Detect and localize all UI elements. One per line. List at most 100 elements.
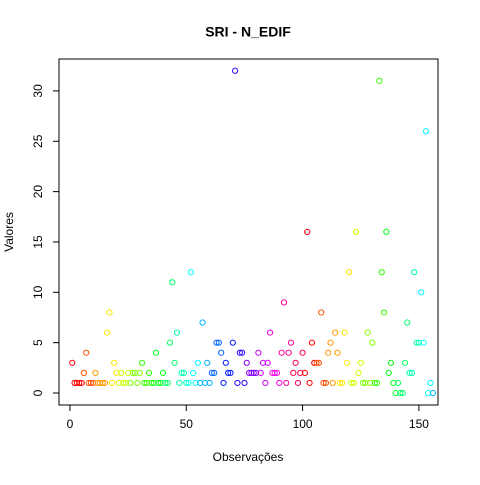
point	[366, 379, 374, 387]
point	[225, 369, 232, 376]
point	[73, 379, 81, 387]
point	[208, 369, 215, 376]
point	[315, 359, 322, 366]
point	[362, 379, 369, 387]
point	[411, 269, 418, 276]
point	[227, 369, 234, 376]
point	[218, 349, 225, 356]
point	[257, 369, 264, 376]
point	[148, 379, 155, 387]
point	[162, 379, 169, 387]
point	[87, 379, 94, 387]
point	[108, 379, 115, 387]
point	[206, 379, 213, 387]
point	[99, 379, 106, 387]
point	[278, 349, 285, 356]
point	[355, 369, 362, 376]
x-tick-label: 50	[180, 417, 194, 431]
point	[297, 369, 304, 376]
point	[157, 379, 164, 387]
point	[187, 269, 195, 276]
chart-title: SRI - N_EDIF	[205, 24, 291, 40]
point	[138, 359, 146, 366]
point	[185, 379, 192, 387]
point	[69, 359, 76, 366]
point	[122, 379, 129, 387]
y-tick-label: 0	[31, 389, 45, 396]
point	[213, 339, 220, 346]
point	[150, 379, 157, 387]
point	[229, 339, 236, 346]
y-tick-label: 25	[31, 134, 45, 148]
point	[280, 299, 288, 306]
point	[159, 369, 167, 376]
point	[350, 379, 357, 387]
point	[353, 228, 360, 235]
point	[94, 379, 101, 387]
point	[252, 369, 260, 376]
point	[306, 379, 313, 387]
point	[118, 369, 125, 376]
point	[173, 329, 181, 336]
point	[141, 379, 148, 387]
point	[101, 379, 108, 387]
point	[134, 379, 141, 387]
point	[171, 359, 178, 366]
point	[392, 389, 399, 397]
point	[287, 339, 295, 346]
point	[334, 349, 341, 356]
point	[90, 379, 97, 387]
point	[359, 379, 367, 387]
point	[259, 359, 267, 366]
plot-box	[58, 58, 439, 406]
point	[113, 369, 120, 376]
point	[373, 379, 381, 387]
point	[222, 359, 229, 366]
point	[127, 379, 134, 387]
point	[199, 319, 206, 326]
point	[422, 128, 430, 135]
y-tick-label: 20	[31, 185, 45, 199]
point	[318, 309, 325, 316]
point	[83, 349, 90, 356]
point	[176, 379, 183, 387]
point	[155, 379, 162, 387]
point	[418, 289, 425, 296]
point	[397, 389, 404, 397]
point	[399, 389, 406, 397]
point	[339, 379, 346, 387]
point	[143, 379, 150, 387]
point	[243, 359, 250, 366]
point	[120, 379, 127, 387]
point	[429, 389, 436, 397]
point	[283, 379, 290, 387]
y-tick-label: 5	[31, 339, 45, 346]
point	[239, 349, 246, 356]
point	[425, 389, 432, 397]
y-axis-label: Valores	[2, 212, 16, 252]
point	[332, 329, 339, 336]
point	[92, 369, 99, 376]
point	[152, 349, 160, 356]
point	[71, 379, 78, 387]
point	[169, 279, 176, 286]
point	[164, 379, 171, 387]
point	[234, 379, 241, 387]
point	[220, 379, 227, 387]
point	[427, 379, 434, 387]
point	[378, 269, 385, 276]
point	[76, 379, 83, 387]
x-tick-label: 100	[293, 417, 313, 431]
point	[346, 269, 353, 276]
point	[387, 359, 395, 366]
point	[269, 369, 276, 376]
point	[336, 379, 343, 387]
point	[232, 67, 239, 74]
point	[183, 379, 190, 387]
point	[385, 369, 392, 376]
point	[341, 329, 348, 336]
point	[329, 379, 336, 387]
point	[290, 369, 297, 376]
